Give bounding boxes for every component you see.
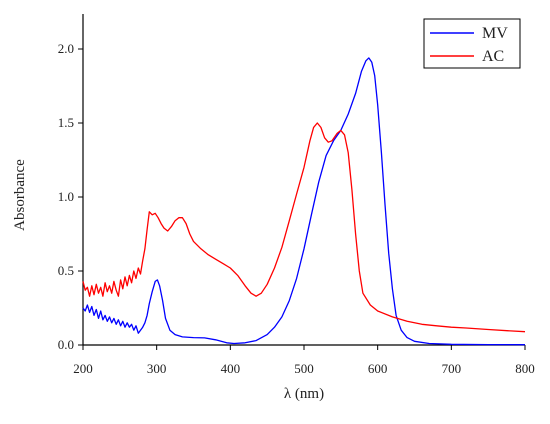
series-line-ac — [82, 122, 526, 333]
y-tick-label-1.0: 1.0 — [58, 189, 74, 204]
x-axis-label: λ (nm) — [284, 386, 324, 402]
series-lines — [82, 57, 526, 346]
legend: MV AC — [423, 18, 521, 69]
legend-box — [423, 18, 521, 69]
y-tick-label-1.5: 1.5 — [58, 115, 74, 130]
x-tick-label-500: 500 — [294, 361, 314, 376]
x-tick-label-400: 400 — [221, 361, 241, 376]
y-ticks: 0.0 0.5 1.0 1.5 2.0 — [58, 41, 83, 352]
x-tick-label-600: 600 — [368, 361, 388, 376]
y-tick-label-0.5: 0.5 — [58, 263, 74, 278]
x-ticks: 200 300 400 500 600 700 800 — [73, 345, 535, 376]
x-tick-label-200: 200 — [73, 361, 93, 376]
x-tick-label-800: 800 — [515, 361, 535, 376]
y-axis-label: Absorbance — [12, 159, 28, 231]
legend-label-ac: AC — [482, 48, 504, 65]
y-tick-label-0.0: 0.0 — [58, 337, 74, 352]
legend-label-mv: MV — [482, 25, 508, 42]
y-tick-label-2.0: 2.0 — [58, 41, 74, 56]
x-tick-label-300: 300 — [147, 361, 167, 376]
x-tick-label-700: 700 — [442, 361, 462, 376]
series-line-mv — [82, 57, 526, 346]
